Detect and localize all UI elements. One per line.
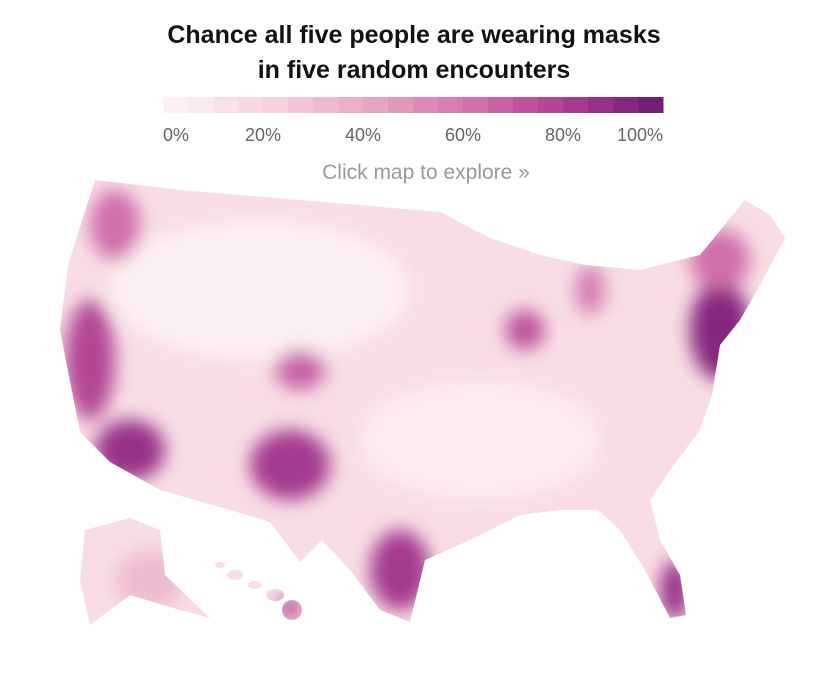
title-line: Chance all five people are wearing masks — [167, 21, 660, 49]
legend-swatch — [488, 97, 514, 113]
legend-tick-label: 0% — [163, 125, 189, 145]
legend: 0% 20% 40% 60% 80% 100% — [163, 97, 664, 145]
legend-swatch — [638, 97, 664, 113]
legend-tick-label: 60% — [445, 125, 481, 145]
legend-swatch — [388, 97, 414, 113]
legend-swatch — [188, 97, 214, 113]
legend-swatch — [338, 97, 364, 113]
explore-prompt[interactable]: Click map to explore » — [322, 161, 530, 184]
legend-swatch — [363, 97, 389, 113]
legend-swatch — [538, 97, 564, 113]
legend-tick-label: 40% — [345, 125, 381, 145]
us-map[interactable] — [40, 170, 800, 640]
legend-swatch — [313, 97, 339, 113]
legend-swatch — [438, 97, 464, 113]
legend-swatch — [413, 97, 439, 113]
legend-swatch — [563, 97, 589, 113]
legend-swatch — [513, 97, 539, 113]
legend-swatch — [588, 97, 614, 113]
title-line: in five random encounters — [258, 56, 571, 84]
legend-swatch — [288, 97, 314, 113]
legend-swatch — [163, 97, 189, 113]
legend-swatch — [213, 97, 239, 113]
legend-swatch — [613, 97, 639, 113]
legend-swatch — [263, 97, 289, 113]
legend-swatch — [238, 97, 264, 113]
legend-swatch — [463, 97, 489, 113]
legend-tick-label: 80% — [545, 125, 581, 145]
legend-tick-label: 100% — [617, 125, 663, 145]
legend-tick-label: 20% — [245, 125, 281, 145]
